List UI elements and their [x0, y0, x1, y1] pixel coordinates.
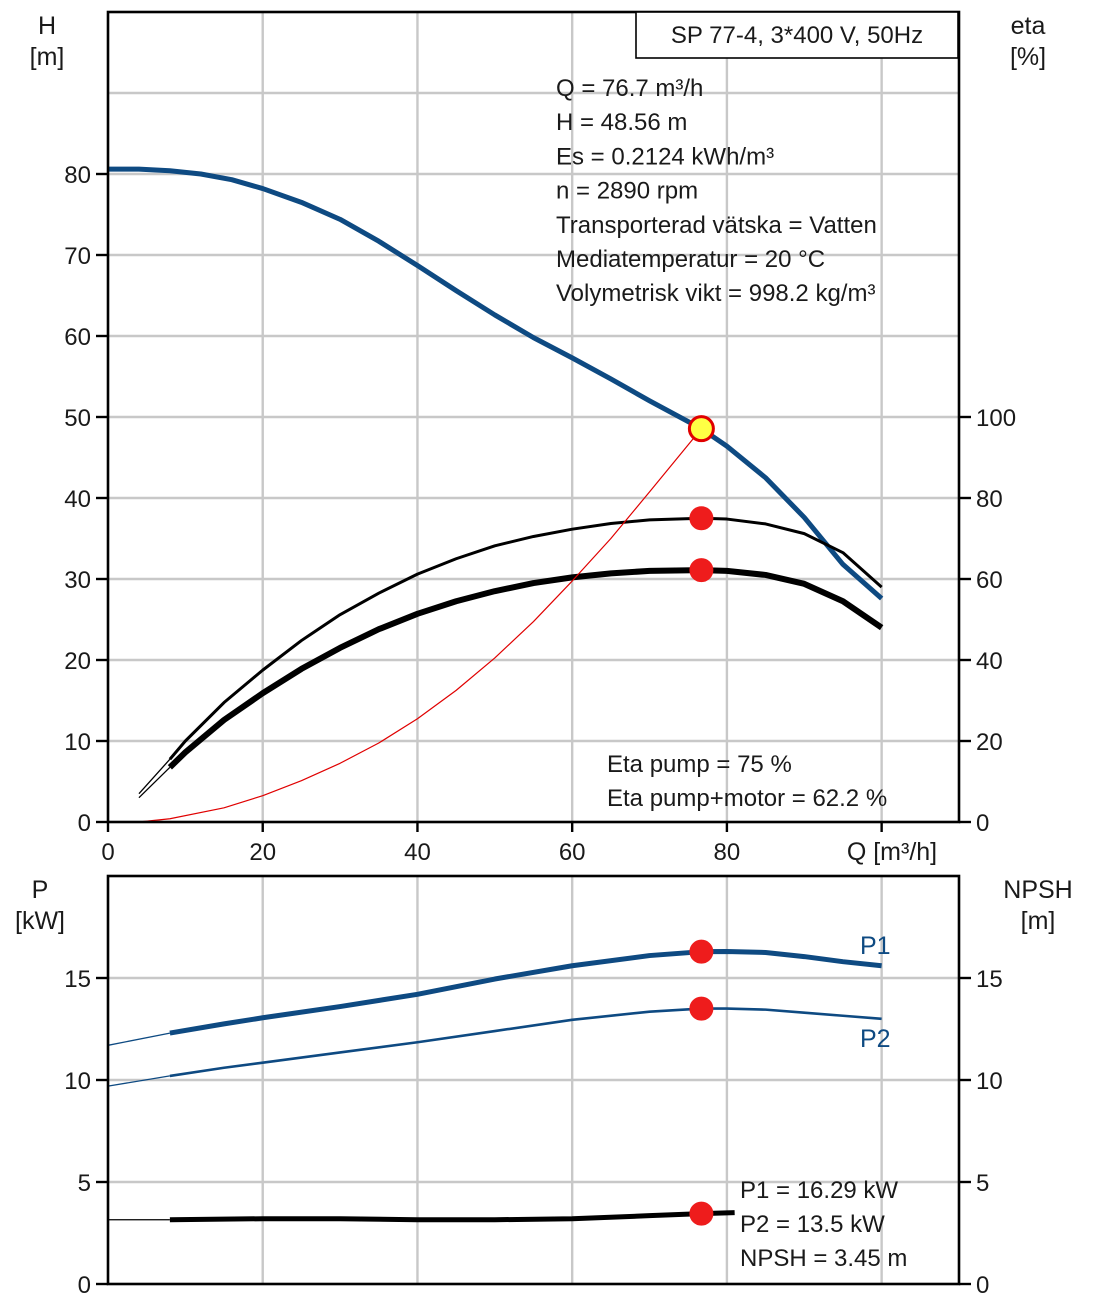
flow-tick-label: 40 — [404, 839, 431, 866]
head-tick-label: 30 — [64, 567, 91, 594]
info-line: Volymetrisk vikt = 998.2 kg/m³ — [556, 280, 875, 307]
npsh-tick-label: 10 — [976, 1068, 1003, 1095]
flow-tick-label: 60 — [559, 839, 586, 866]
flow-axis-label: Q [m³/h] — [847, 838, 937, 866]
pump-motor-efficiency-marker — [689, 558, 714, 583]
top-gridlines — [108, 12, 959, 822]
power-tick-label: 0 — [78, 1272, 91, 1299]
info-line: Mediatemperatur = 20 °C — [556, 246, 825, 273]
bottom-operating-points — [689, 939, 714, 1226]
bottom-gridlines — [108, 876, 959, 1284]
pump-efficiency-marker — [689, 506, 714, 531]
head-axis-label-unit: [m] — [30, 43, 65, 71]
npsh-tick-label: 15 — [976, 966, 1003, 993]
bottom-axes: 0 5 10 15 0 5 10 15 — [64, 966, 1002, 1299]
info-line: n = 2890 rpm — [556, 178, 698, 205]
info-line: Transporterad vätska = Vatten — [556, 212, 877, 239]
eta-tick-label: 20 — [976, 729, 1003, 756]
eta-tick-label: 0 — [976, 810, 989, 837]
eta-tick-label: 100 — [976, 405, 1016, 432]
pump-title-box — [635, 11, 959, 59]
curve-extension-line — [138, 758, 171, 795]
curve-extension-line — [107, 1032, 171, 1046]
head-tick-label: 10 — [64, 729, 91, 756]
p1-curve-label: P1 — [860, 932, 891, 960]
p2-marker — [689, 996, 714, 1021]
power-tick-label: 5 — [78, 1170, 91, 1197]
power-npsh-panel: 0 5 10 15 0 5 10 15 P [kW] NPSH [m] P1 P2 P1 = … — [15, 874, 1073, 1299]
npsh-tick-label: 0 — [976, 1272, 989, 1299]
npsh-axis-label-unit: [m] — [1021, 907, 1056, 935]
npsh-tick-label: 5 — [976, 1170, 989, 1197]
head-tick-label: 20 — [64, 648, 91, 675]
npsh-marker — [689, 1201, 714, 1226]
top-curves — [108, 166, 884, 823]
eta-axis-label-unit: [%] — [1010, 43, 1046, 71]
system-curve — [138, 428, 702, 823]
curve-extension-line — [138, 766, 171, 799]
operating-point-info: Q = 76.7 m³/h H = 48.56 m Es = 0.2124 kWh/… — [556, 75, 877, 307]
npsh-axis-label-name: NPSH — [1003, 876, 1072, 904]
efficiency-info: Eta pump = 75 % Eta pump+motor = 62.2 % — [607, 751, 887, 812]
power-tick-label: 15 — [64, 966, 91, 993]
head-tick-label: 70 — [64, 243, 91, 270]
pump-title: SP 77-4, 3*400 V, 50Hz — [671, 22, 923, 49]
power-info-line: NPSH = 3.45 m — [740, 1245, 907, 1272]
head-tick-label: 0 — [78, 810, 91, 837]
p2-curve — [169, 1007, 882, 1078]
p1-marker — [689, 939, 714, 964]
flow-tick-label: 80 — [714, 839, 741, 866]
top-operating-points — [687, 415, 715, 583]
power-axis-label-name: P — [32, 876, 49, 904]
eta-axis-label-name: eta — [1011, 12, 1046, 40]
bottom-curves — [107, 948, 882, 1223]
info-line: Es = 0.2124 kWh/m³ — [556, 143, 774, 170]
duty-point-marker — [687, 415, 715, 443]
head-tick-label: 80 — [64, 162, 91, 189]
flow-tick-label: 0 — [101, 839, 114, 866]
flow-tick-label: 20 — [249, 839, 276, 866]
info-line: H = 48.56 m — [556, 109, 687, 136]
head-curve — [108, 166, 884, 601]
eta-tick-label: 40 — [976, 648, 1003, 675]
head-axis-label-name: H — [38, 12, 56, 40]
power-info-line: P2 = 13.5 kW — [740, 1211, 885, 1238]
pump-efficiency-curve — [168, 516, 883, 761]
head-efficiency-panel: 0 10 20 30 40 50 60 70 80 0 20 40 60 80 100 0 20 40 60 80 H… — [30, 10, 1046, 866]
power-info-line: P1 = 16.29 kW — [740, 1177, 898, 1204]
info-line: Q = 76.7 m³/h — [556, 75, 703, 102]
top-axes: 0 10 20 30 40 50 60 70 80 0 20 40 60 80 100 0 20 40 60 80 — [64, 162, 1016, 866]
eta-tick-label: 60 — [976, 567, 1003, 594]
efficiency-line: Eta pump+motor = 62.2 % — [607, 785, 887, 812]
power-info: P1 = 16.29 kW P2 = 13.5 kW NPSH = 3.45 m — [740, 1177, 907, 1272]
efficiency-line: Eta pump = 75 % — [607, 751, 792, 778]
p1-curve — [169, 948, 882, 1036]
power-axis-label-unit: [kW] — [15, 907, 65, 935]
head-tick-label: 50 — [64, 405, 91, 432]
p2-curve-label: P2 — [860, 1025, 891, 1053]
eta-tick-label: 80 — [976, 486, 1003, 513]
npsh-curve — [169, 1210, 735, 1223]
head-tick-label: 60 — [64, 324, 91, 351]
curve-extension-line — [107, 1075, 170, 1087]
power-tick-label: 10 — [64, 1068, 91, 1095]
head-tick-label: 40 — [64, 486, 91, 513]
pump-motor-efficiency-curve — [167, 567, 884, 770]
